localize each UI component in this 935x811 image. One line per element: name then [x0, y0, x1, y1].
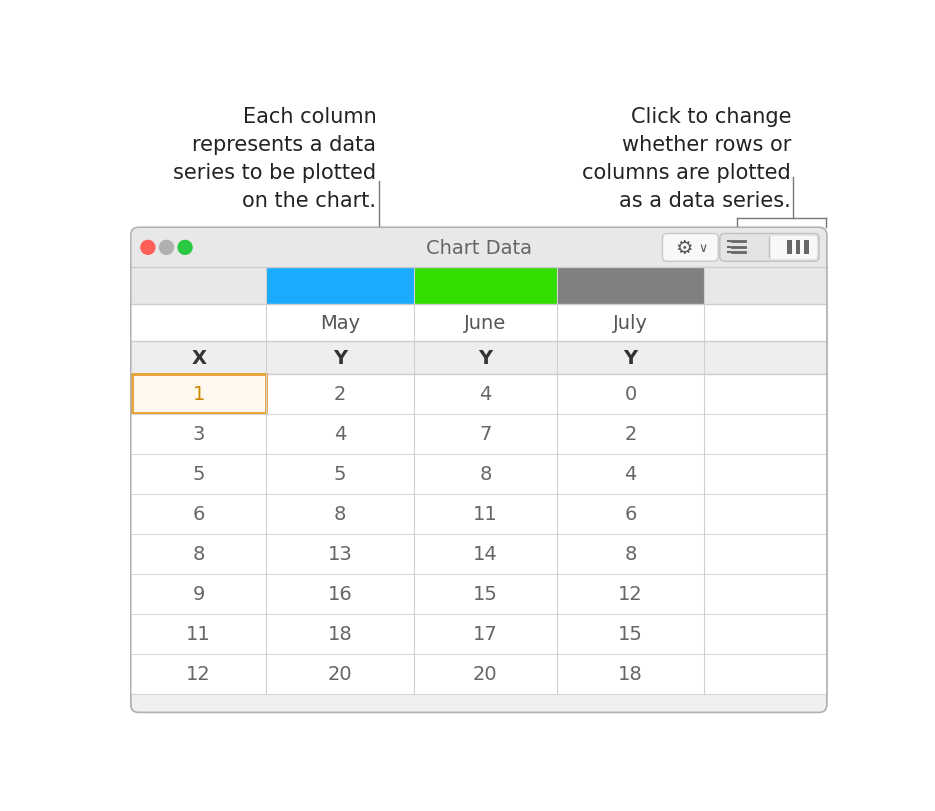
Bar: [413, 268, 557, 305]
Text: 14: 14: [473, 545, 497, 564]
Text: Y: Y: [333, 349, 347, 367]
Text: 8: 8: [480, 465, 492, 483]
FancyBboxPatch shape: [720, 234, 819, 262]
Bar: [704, 268, 827, 305]
Text: 13: 13: [327, 545, 352, 564]
FancyBboxPatch shape: [131, 228, 827, 713]
Text: X: X: [191, 349, 206, 367]
Text: 18: 18: [327, 624, 352, 644]
Bar: [557, 268, 704, 305]
FancyBboxPatch shape: [663, 234, 718, 262]
Text: 8: 8: [625, 545, 637, 564]
Bar: [796, 241, 800, 255]
Text: ∨: ∨: [698, 242, 708, 255]
Text: Y: Y: [624, 349, 638, 367]
Circle shape: [160, 241, 174, 255]
FancyBboxPatch shape: [131, 228, 827, 268]
Circle shape: [141, 241, 155, 255]
FancyBboxPatch shape: [770, 237, 816, 260]
Bar: [131, 654, 827, 694]
Text: Chart Data: Chart Data: [425, 238, 532, 258]
Text: 6: 6: [193, 504, 205, 524]
Bar: [131, 534, 827, 574]
Bar: [132, 375, 266, 414]
Text: Each column
represents a data
series to be plotted
on the chart.: Each column represents a data series to …: [173, 106, 377, 210]
Text: Y: Y: [479, 349, 493, 367]
Text: 16: 16: [327, 585, 352, 603]
Bar: [131, 259, 827, 268]
Bar: [131, 414, 827, 454]
Text: July: July: [613, 314, 648, 333]
Text: Click to change
whether rows or
columns are plotted
as a data series.: Click to change whether rows or columns …: [583, 106, 791, 210]
Text: 12: 12: [618, 585, 643, 603]
Bar: [804, 241, 809, 255]
Text: 9: 9: [193, 585, 205, 603]
Text: June: June: [465, 314, 507, 333]
Bar: [131, 374, 827, 414]
Text: 3: 3: [193, 425, 205, 444]
Text: 18: 18: [618, 665, 643, 684]
Text: 15: 15: [473, 585, 497, 603]
Text: 15: 15: [618, 624, 643, 644]
Text: 4: 4: [334, 425, 346, 444]
Text: 6: 6: [625, 504, 637, 524]
Text: 17: 17: [473, 624, 497, 644]
Bar: [787, 241, 792, 255]
Circle shape: [178, 241, 192, 255]
Text: 12: 12: [186, 665, 211, 684]
Text: 11: 11: [186, 624, 211, 644]
Bar: [131, 305, 827, 342]
Text: 8: 8: [334, 504, 346, 524]
Text: 4: 4: [480, 384, 492, 404]
Bar: [131, 614, 827, 654]
Bar: [131, 494, 827, 534]
Text: 1: 1: [193, 384, 205, 404]
Text: 5: 5: [193, 465, 205, 483]
Text: 11: 11: [473, 504, 497, 524]
Text: 2: 2: [625, 425, 637, 444]
Text: 20: 20: [328, 665, 352, 684]
Text: 20: 20: [473, 665, 497, 684]
Text: 8: 8: [193, 545, 205, 564]
Text: 4: 4: [625, 465, 637, 483]
Text: ⚙: ⚙: [675, 238, 693, 258]
Bar: [266, 268, 413, 305]
Text: May: May: [320, 314, 360, 333]
Bar: [131, 454, 827, 494]
Bar: [131, 268, 266, 305]
Text: 7: 7: [480, 425, 492, 444]
Text: 2: 2: [334, 384, 346, 404]
Bar: [131, 342, 827, 374]
Bar: [131, 574, 827, 614]
Text: 5: 5: [334, 465, 346, 483]
Text: 0: 0: [625, 384, 637, 404]
